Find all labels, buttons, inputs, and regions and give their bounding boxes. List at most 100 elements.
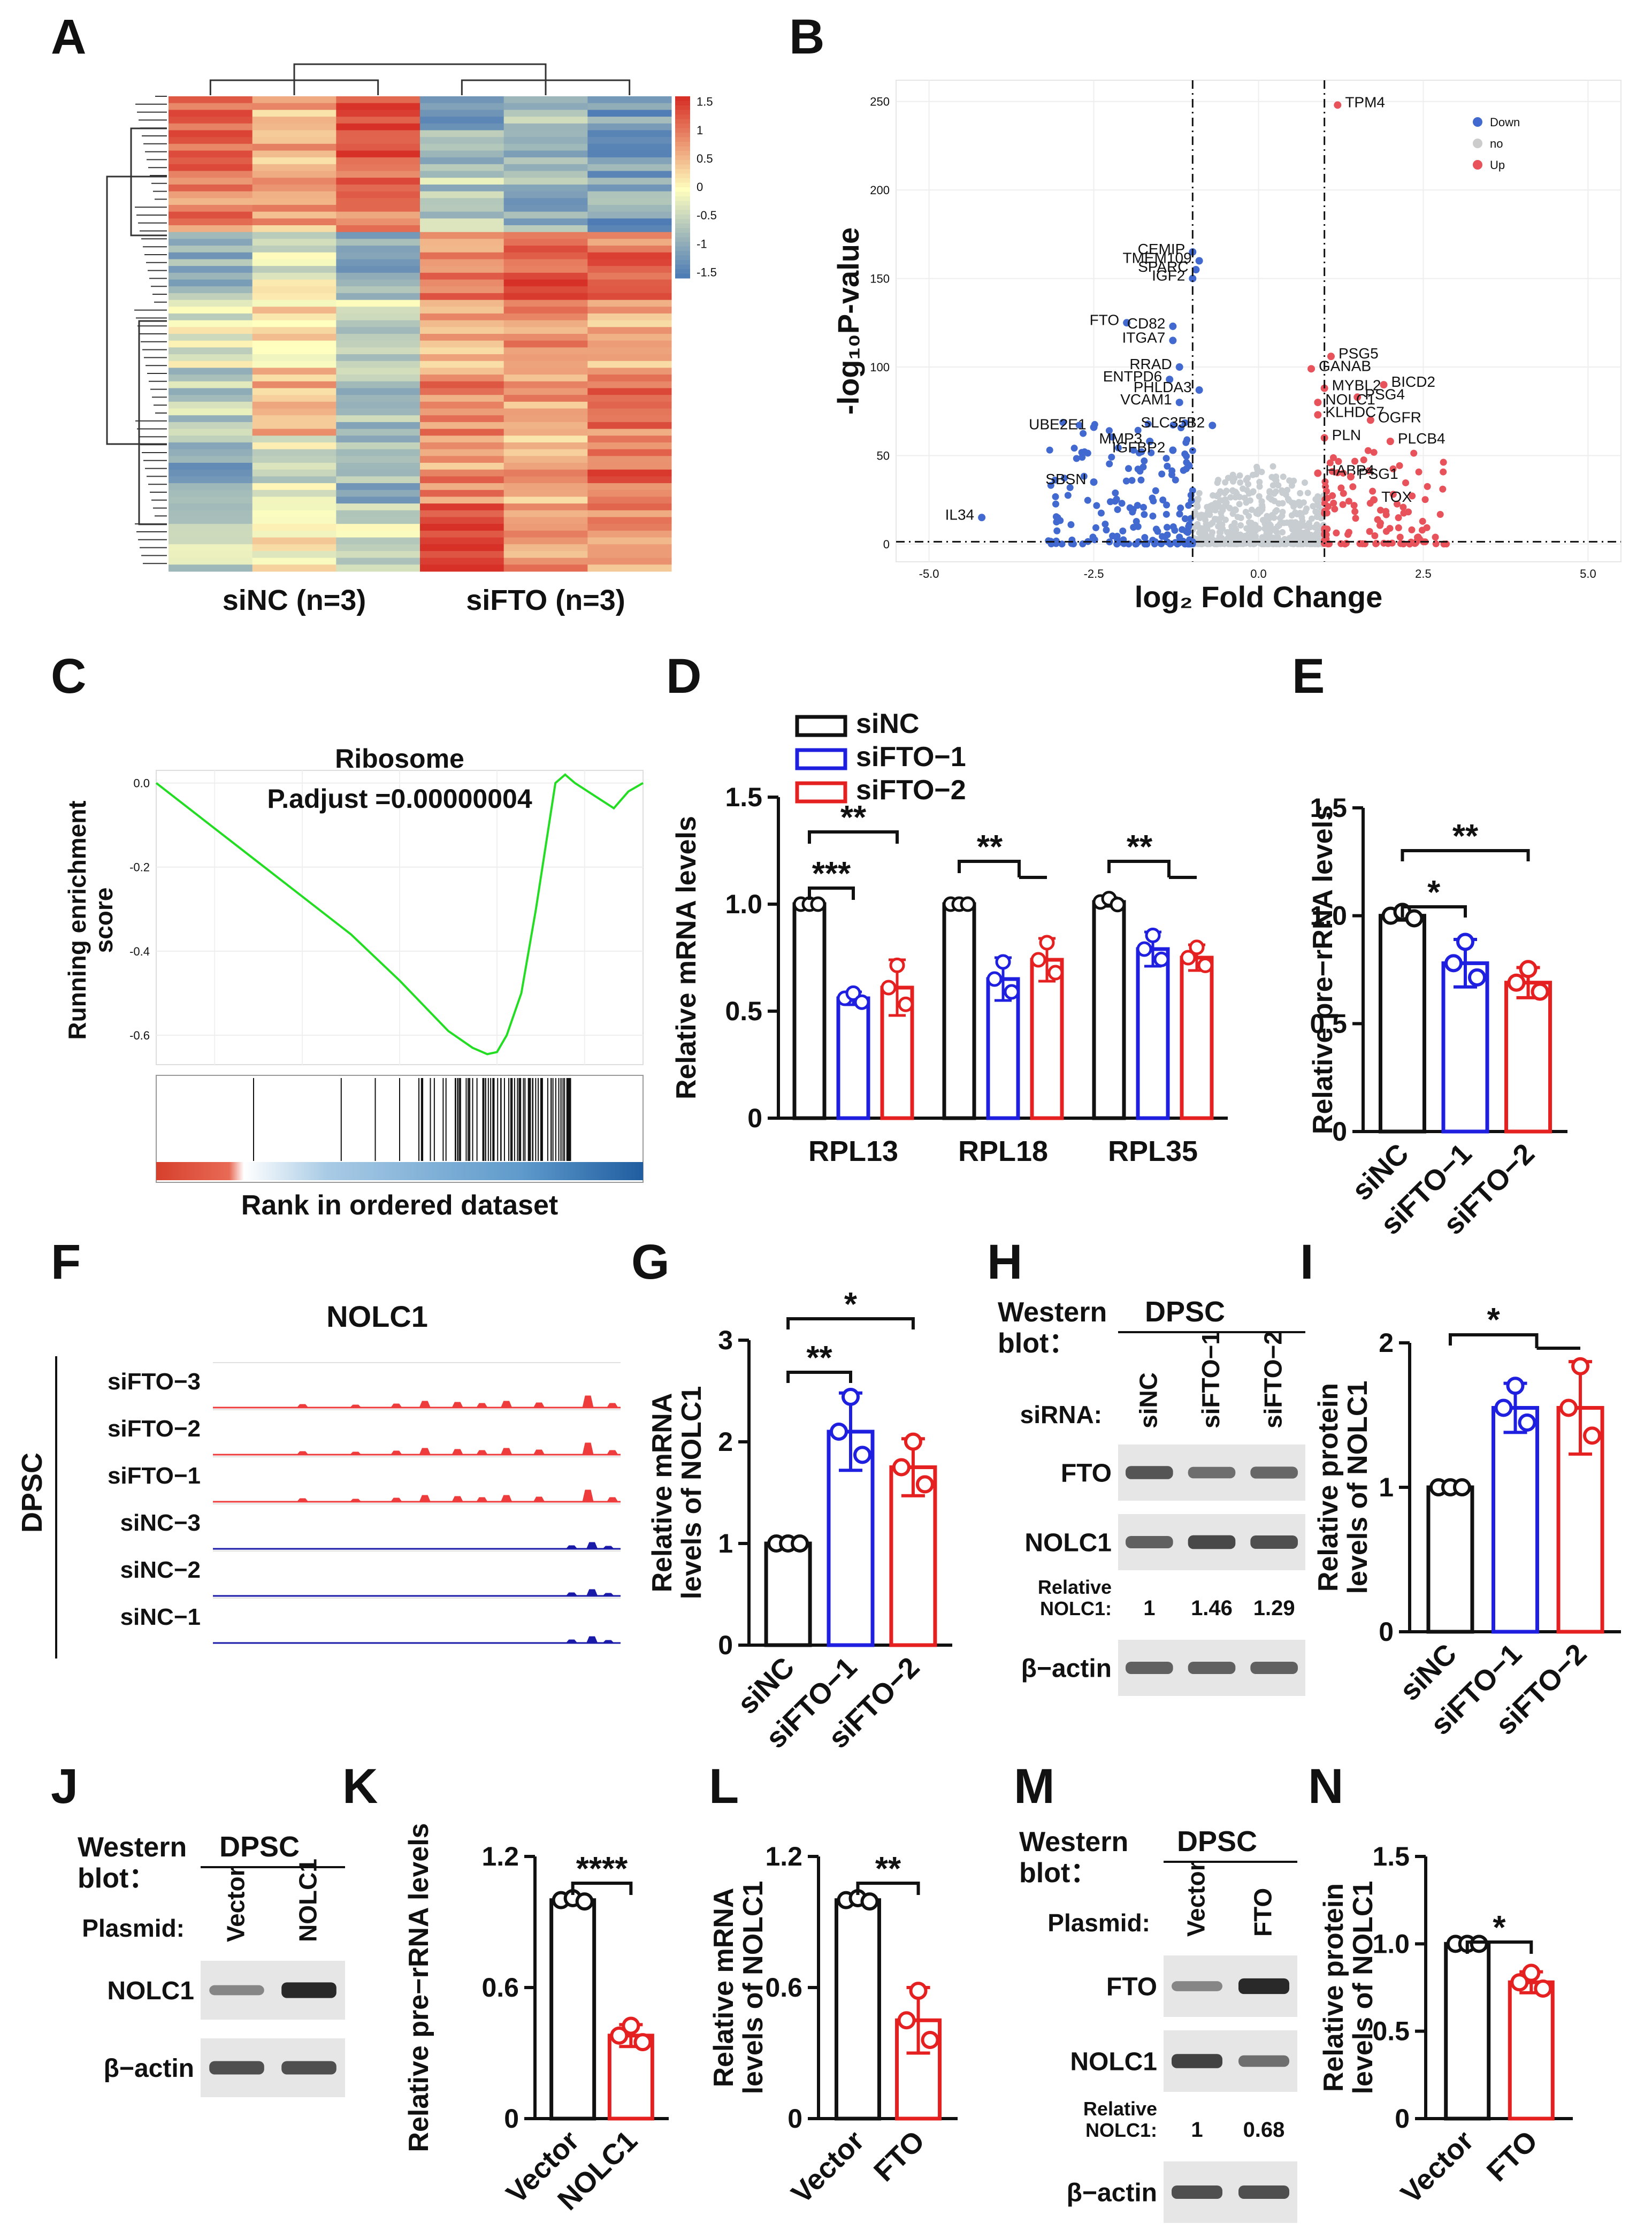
y-axis-label: Relative pre−rRNA levels bbox=[403, 1823, 434, 2152]
significance-bracket bbox=[1107, 860, 1171, 877]
y-axis-label: Relative protein bbox=[1313, 1383, 1344, 1592]
heatmap-cell bbox=[420, 204, 504, 212]
point-up bbox=[1370, 449, 1378, 456]
track-label: siFTO−3 bbox=[108, 1369, 201, 1395]
point-no bbox=[1232, 507, 1239, 514]
heatmap-cell bbox=[169, 381, 253, 388]
point-up bbox=[1380, 539, 1388, 547]
labeled-point-down bbox=[1169, 322, 1177, 330]
heatmap-cell bbox=[503, 218, 588, 226]
point-down bbox=[1051, 476, 1059, 484]
heatmap-cell bbox=[503, 246, 588, 253]
heatmap-cell bbox=[587, 211, 672, 219]
heatmap-cell bbox=[336, 524, 420, 531]
heatmap-cell bbox=[503, 266, 588, 273]
y-tick-label: 0.6 bbox=[765, 1973, 802, 2003]
heatmap-cell bbox=[420, 232, 504, 239]
heatmap-cell bbox=[587, 246, 672, 253]
point-no bbox=[1237, 522, 1244, 529]
heatmap-cell bbox=[336, 307, 420, 314]
point-up bbox=[1440, 458, 1447, 466]
heatmap-cell bbox=[587, 286, 672, 294]
track-title: NOLC1 bbox=[326, 1300, 428, 1333]
point-down bbox=[1168, 467, 1176, 475]
heatmap-cell bbox=[169, 157, 253, 165]
colorbar-step bbox=[675, 215, 690, 219]
gene-label-down: CEMIP bbox=[1138, 241, 1186, 257]
heatmap-cell bbox=[336, 313, 420, 321]
point-down bbox=[1164, 524, 1171, 531]
heatmap-cell bbox=[169, 544, 253, 552]
heatmap-cell bbox=[252, 157, 336, 165]
point-no bbox=[1266, 488, 1273, 495]
heatmap-cell bbox=[420, 530, 504, 538]
heatmap-cell bbox=[336, 137, 420, 144]
heatmap-cell bbox=[169, 327, 253, 334]
colorbar-step bbox=[675, 142, 690, 147]
heatmap-cell bbox=[336, 530, 420, 538]
legend-label: Down bbox=[1490, 116, 1520, 129]
heatmap-cell bbox=[169, 422, 253, 430]
y-tick-label: 50 bbox=[877, 449, 890, 462]
point-up bbox=[1328, 468, 1336, 475]
point-down bbox=[1183, 458, 1190, 466]
track-label: siFTO−2 bbox=[108, 1416, 201, 1442]
heatmap-cell bbox=[169, 564, 253, 572]
gsea-title: Ribosome bbox=[335, 744, 464, 774]
point-no bbox=[1243, 525, 1250, 532]
y-tick-label: 0 bbox=[504, 2104, 519, 2134]
point-up bbox=[1424, 483, 1431, 490]
heatmap-cell bbox=[336, 204, 420, 212]
point-down bbox=[1106, 498, 1114, 506]
heatmap-cell bbox=[420, 143, 504, 151]
panel-label-a: A bbox=[51, 10, 86, 64]
heatmap-cell bbox=[252, 503, 336, 511]
significance-label: ** bbox=[875, 1851, 901, 1887]
heatmap-cell bbox=[420, 307, 504, 314]
band bbox=[209, 1985, 264, 1996]
colorbar-tick: 1.5 bbox=[697, 95, 713, 109]
point-up bbox=[1409, 492, 1416, 500]
point-no bbox=[1203, 511, 1210, 518]
heatmap-cell bbox=[420, 490, 504, 497]
point-no bbox=[1246, 497, 1253, 504]
labeled-point-down bbox=[1195, 386, 1203, 394]
data-point bbox=[853, 1446, 871, 1464]
heatmap-cell bbox=[336, 422, 420, 430]
data-point bbox=[1531, 982, 1549, 1001]
bar bbox=[1030, 958, 1064, 1120]
y-axis-label: score bbox=[90, 888, 118, 953]
labeled-point-up bbox=[1370, 496, 1378, 504]
point-down bbox=[1141, 457, 1148, 465]
point-down bbox=[1184, 528, 1192, 536]
point-down bbox=[1141, 534, 1149, 541]
band bbox=[1238, 2055, 1289, 2067]
legend-swatch bbox=[795, 715, 847, 737]
heatmap-cell bbox=[503, 347, 588, 355]
point-up bbox=[1419, 517, 1426, 525]
heatmap-cell bbox=[336, 218, 420, 226]
y-axis-label: levels of NOLC1 bbox=[1342, 1381, 1373, 1594]
heatmap-cell bbox=[420, 463, 504, 470]
point-up bbox=[1402, 479, 1410, 486]
heatmap-cell bbox=[420, 537, 504, 545]
heatmap-cell bbox=[169, 551, 253, 559]
point-no bbox=[1314, 493, 1321, 500]
heatmap-cell bbox=[336, 96, 420, 104]
blot-row-label: FTO bbox=[1106, 1973, 1157, 2001]
point-no bbox=[1224, 540, 1231, 547]
heatmap-cell bbox=[587, 442, 672, 450]
heatmap-cell bbox=[420, 279, 504, 287]
heatmap-cell bbox=[336, 211, 420, 219]
heatmap-cell bbox=[503, 564, 588, 572]
point-down bbox=[1047, 482, 1054, 489]
data-point bbox=[915, 1475, 934, 1494]
point-up bbox=[1421, 496, 1429, 503]
heatmap-cell bbox=[587, 252, 672, 259]
heatmap-cell bbox=[169, 103, 253, 110]
heatmap-cell bbox=[420, 117, 504, 124]
bar bbox=[764, 1541, 812, 1647]
heatmap-cell bbox=[587, 408, 672, 416]
significance-bracket bbox=[808, 886, 855, 900]
data-point bbox=[892, 1458, 911, 1477]
